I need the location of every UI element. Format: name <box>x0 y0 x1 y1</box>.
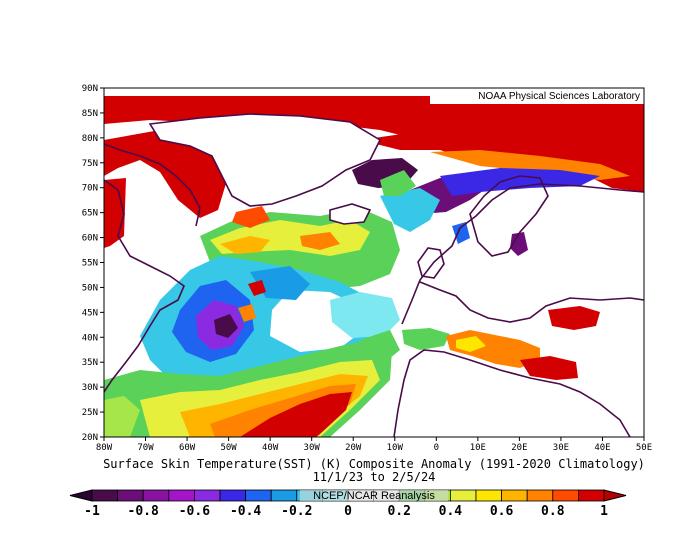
x-tick-label: 30E <box>553 443 569 453</box>
colorbar-swatch <box>475 489 503 502</box>
colorbar-tick-label: -0.6 <box>179 504 210 519</box>
black-sea-red <box>548 306 600 330</box>
colorbar-tick-label: -1 <box>84 504 100 519</box>
reanalysis-bg <box>300 490 448 501</box>
greenland-outline <box>148 113 382 207</box>
y-tick-label: 60N <box>82 234 98 244</box>
subpolar-orange <box>220 236 270 254</box>
credit-label: NOAA Physical Sciences Laboratory <box>478 91 640 102</box>
colorbar-swatch <box>501 489 528 502</box>
newfoundland-deep <box>214 314 238 338</box>
colorbar-tick-label: -0.4 <box>230 504 261 519</box>
y-tick-label: 80N <box>82 134 98 144</box>
uk-outline <box>417 247 445 279</box>
anomaly-field <box>104 96 644 437</box>
y-tick-label: 35N <box>82 358 98 368</box>
colorbar-swatch <box>449 489 477 502</box>
x-tick-label: 30W <box>304 443 321 453</box>
greenland-south-warm <box>232 206 270 228</box>
y-tick-label: 25N <box>82 408 98 418</box>
arctic-warm-band <box>104 96 644 140</box>
x-tick-label: 40E <box>594 443 610 453</box>
iceland-outline <box>329 203 372 225</box>
x-tick-label: 40W <box>262 443 279 453</box>
y-tick-label: 55N <box>82 259 98 269</box>
colorbar-tick-label: -0.8 <box>128 504 159 519</box>
colorbar-swatch <box>526 489 554 502</box>
reanalysis-label: NCEP/NCAR Reanalysis <box>313 490 435 502</box>
y-tick-label: 50N <box>82 283 98 293</box>
colorbar-tick-label: 0 <box>344 504 352 519</box>
title-line-1: Surface Skin Temperature(SST) (K) Compos… <box>103 457 645 471</box>
y-axis-ticks: 20N 25N 30N 35N 40N 45N 50N 55N 60N 65N 70N 75N 80N 8… <box>82 84 104 443</box>
arctic-warm-band-2 <box>104 130 230 218</box>
norwegian-green <box>380 170 416 196</box>
colorbar-swatch <box>552 489 579 502</box>
colorbar-arrow-high <box>603 489 627 502</box>
x-axis-ticks: 80W 70W 60W 50W 40W 30W 20W 10W 0 10E 20E 30E 40E 50E <box>96 437 652 453</box>
baltic-purple <box>510 232 528 256</box>
colorbar-tick-labels: -1 -0.8 -0.6 -0.4 -0.2 0 0.2 0.4 0.6 0.8 1 <box>84 504 608 519</box>
caribbean-green <box>104 396 140 437</box>
colorbar-swatch <box>193 489 221 502</box>
colorbar-swatch <box>142 489 170 502</box>
colorbar-arrow-low <box>69 489 93 502</box>
y-tick-label: 40N <box>82 333 98 343</box>
med-yellow <box>456 336 486 352</box>
norwegian-cyan <box>380 188 440 232</box>
west-basin-red-spot <box>248 280 266 296</box>
x-tick-label: 50W <box>220 443 237 453</box>
west-basin-orange-spot <box>238 304 256 322</box>
colorbar-swatch <box>219 489 247 502</box>
credit-box <box>456 89 643 102</box>
x-tick-label: 10E <box>470 443 486 453</box>
x-tick-label: 20W <box>345 443 362 453</box>
colorbar-swatch <box>270 489 298 502</box>
colorbar-tick-label: 0.4 <box>439 504 463 519</box>
europe-outline <box>401 183 644 325</box>
y-tick-label: 45N <box>82 308 98 318</box>
med-west-green <box>402 328 450 350</box>
colorbar-swatch <box>578 489 605 502</box>
colorbar-swatch <box>168 489 195 502</box>
x-tick-label: 70W <box>137 443 154 453</box>
labrador-coast-warm <box>104 178 126 248</box>
norwegian-blue <box>440 168 600 196</box>
x-tick-label: 20E <box>511 443 527 453</box>
x-tick-label: 80W <box>96 443 113 453</box>
canada-arctic-outline <box>104 143 201 227</box>
scandinavia-outline <box>469 175 549 257</box>
y-tick-label: 75N <box>82 159 98 169</box>
colorbar-tick-label: 1 <box>600 504 608 519</box>
y-tick-label: 90N <box>82 84 98 94</box>
y-tick-label: 65N <box>82 209 98 219</box>
subpolar-orange-2 <box>300 232 340 250</box>
colorbar-swatch <box>245 489 272 502</box>
canary-cyan <box>330 292 400 338</box>
colorbar-tick-label: -0.2 <box>281 504 312 519</box>
title-line-2: 11/1/23 to 2/5/24 <box>313 470 436 484</box>
y-tick-label: 30N <box>82 383 98 393</box>
colorbar-tick-label: 0.6 <box>490 504 514 519</box>
y-tick-label: 70N <box>82 184 98 194</box>
x-tick-label: 10W <box>387 443 404 453</box>
subtropical-red <box>240 392 352 437</box>
med-east-red <box>520 356 578 380</box>
y-tick-label: 20N <box>82 433 98 443</box>
x-tick-label: 60W <box>179 443 196 453</box>
north-sea-blue <box>452 222 470 244</box>
africa-outline <box>393 349 631 437</box>
barents-orange <box>430 150 630 180</box>
colorbar-tick-label: 0.2 <box>387 504 410 519</box>
colorbar-swatch <box>91 489 119 502</box>
north-america-outline <box>104 179 185 393</box>
y-tick-label: 85N <box>82 109 98 119</box>
coastlines <box>104 113 644 437</box>
x-tick-label: 50E <box>636 443 652 453</box>
x-tick-label: 0 <box>434 443 439 453</box>
colorbar-tick-label: 0.8 <box>541 504 565 519</box>
colorbar-swatch <box>117 489 144 502</box>
